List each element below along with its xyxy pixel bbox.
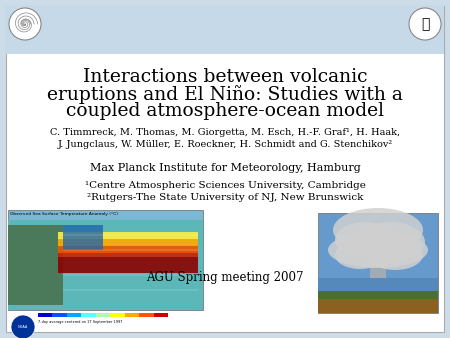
Bar [370, 245, 386, 280]
Ellipse shape [333, 208, 423, 252]
Bar [8, 210, 203, 310]
Text: AGU Spring meeting 2007: AGU Spring meeting 2007 [146, 271, 304, 285]
Bar [318, 213, 438, 313]
Bar [318, 291, 438, 299]
Ellipse shape [355, 222, 425, 262]
Bar [58, 232, 198, 239]
Circle shape [9, 8, 41, 40]
Bar [318, 278, 438, 293]
Bar [110, 313, 125, 317]
Bar [8, 225, 63, 305]
Bar [38, 313, 53, 317]
Bar [8, 220, 203, 310]
Bar [53, 313, 67, 317]
Text: Observed Sea Surface Temperature Anomaly (°C): Observed Sea Surface Temperature Anomaly… [10, 212, 118, 216]
Bar [153, 313, 168, 317]
Bar [139, 313, 153, 317]
Text: 🐦: 🐦 [421, 17, 429, 31]
Circle shape [409, 8, 441, 40]
Bar [6, 6, 444, 54]
Bar [63, 225, 103, 250]
Bar [58, 238, 198, 246]
Text: J. Jungclaus, W. Müller, E. Roeckner, H. Schmidt and G. Stenchikov²: J. Jungclaus, W. Müller, E. Roeckner, H.… [58, 140, 392, 149]
Ellipse shape [335, 222, 395, 258]
Text: eruptions and El Niño: Studies with a: eruptions and El Niño: Studies with a [47, 85, 403, 104]
Ellipse shape [328, 232, 428, 268]
Bar [67, 313, 81, 317]
Ellipse shape [367, 240, 423, 270]
Text: 7-day average centered on 17 September 1997: 7-day average centered on 17 September 1… [38, 320, 122, 324]
Bar [58, 257, 198, 273]
Text: coupled atmosphere-ocean model: coupled atmosphere-ocean model [66, 102, 384, 120]
Ellipse shape [335, 241, 385, 269]
Bar [96, 313, 110, 317]
Text: ²Rutgers-The State University of NJ, New Brunswick: ²Rutgers-The State University of NJ, New… [87, 193, 363, 202]
Bar [318, 295, 438, 313]
Bar [58, 245, 198, 253]
Text: ¹Centre Atmospheric Sciences University, Cambridge: ¹Centre Atmospheric Sciences University,… [85, 181, 365, 190]
Circle shape [11, 315, 35, 338]
Bar [125, 313, 139, 317]
Text: NOAA: NOAA [18, 325, 28, 329]
Text: C. Timmreck, M. Thomas, M. Giorgetta, M. Esch, H.-F. Graf¹, H. Haak,: C. Timmreck, M. Thomas, M. Giorgetta, M.… [50, 128, 400, 137]
Text: Interactions between volcanic: Interactions between volcanic [83, 68, 367, 86]
Bar [58, 251, 198, 257]
Text: Max Planck Institute for Meteorology, Hamburg: Max Planck Institute for Meteorology, Ha… [90, 163, 360, 173]
Bar [81, 313, 96, 317]
